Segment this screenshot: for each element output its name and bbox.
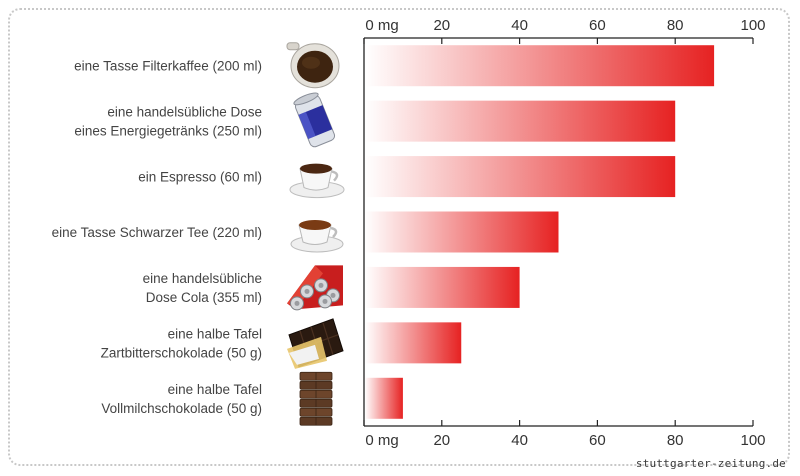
category-label: eine handelsübliche Dose Cola (355 ml) bbox=[143, 271, 262, 305]
category-label: ein Espresso (60 ml) bbox=[138, 170, 262, 185]
bar bbox=[365, 156, 676, 198]
bar bbox=[365, 266, 520, 308]
top-tick-label: 100 bbox=[740, 17, 765, 34]
bottom-tick-label: 0 mg bbox=[365, 432, 398, 449]
bottom-tick-label: 80 bbox=[667, 432, 684, 449]
top-tick-label: 80 bbox=[667, 17, 684, 34]
coffee-cup-top-icon bbox=[286, 42, 340, 89]
category-label: eine halbe Tafel Zartbitterschokolade (50… bbox=[101, 326, 262, 360]
tea-cup-icon bbox=[290, 220, 344, 253]
bottom-tick-label: 100 bbox=[740, 432, 765, 449]
bar bbox=[365, 211, 559, 253]
milk-chocolate-icon bbox=[299, 371, 333, 426]
cola-cans-icon bbox=[287, 265, 343, 311]
top-tick-label: 60 bbox=[589, 17, 606, 34]
espresso-cup-icon bbox=[289, 163, 345, 199]
bottom-tick-label: 60 bbox=[589, 432, 606, 449]
top-tick-label: 40 bbox=[511, 17, 528, 34]
bar bbox=[365, 45, 715, 87]
category-label: eine Tasse Schwarzer Tee (220 ml) bbox=[52, 225, 262, 240]
top-tick-label: 0 mg bbox=[365, 17, 398, 34]
source-credit: stuttgarter-zeitung.de bbox=[635, 457, 786, 470]
chart-frame bbox=[8, 8, 790, 466]
bottom-tick-label: 20 bbox=[433, 432, 450, 449]
category-label: eine Tasse Filterkaffee (200 ml) bbox=[74, 59, 262, 74]
energy-drink-can-icon bbox=[293, 92, 336, 148]
category-label: eine halbe Tafel Vollmilchschokolade (50 … bbox=[101, 382, 262, 416]
bar bbox=[365, 377, 403, 419]
bar bbox=[365, 322, 462, 364]
top-tick-label: 20 bbox=[433, 17, 450, 34]
dark-chocolate-icon bbox=[287, 318, 344, 369]
category-label: eine handelsübliche Dose eines Energieget… bbox=[74, 105, 262, 139]
bar bbox=[365, 100, 676, 142]
bottom-tick-label: 40 bbox=[511, 432, 528, 449]
